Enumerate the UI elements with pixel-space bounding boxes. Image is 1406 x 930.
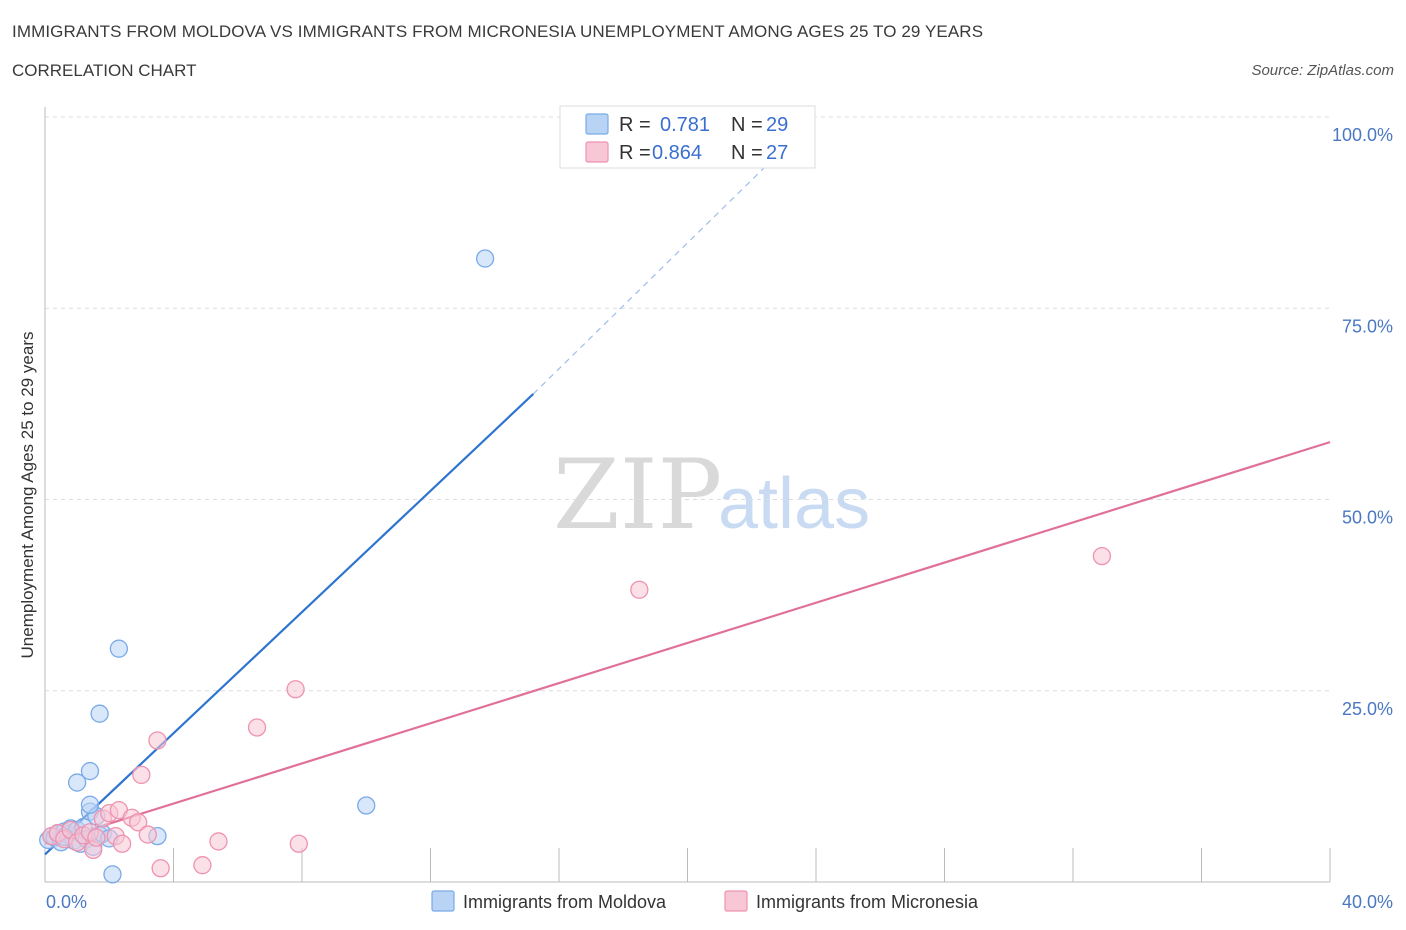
data-point-micronesia (1092, 546, 1112, 566)
data-point-moldova (67, 773, 87, 792)
watermark-atlas: atlas (718, 464, 870, 544)
data-point-moldova (90, 704, 109, 723)
correlation-legend: R = 0.781 N = 29 R = 0.864 N = 27 (559, 105, 816, 169)
y-tick-labels: 100.0% 75.0% 50.0% 25.0% (1332, 125, 1393, 719)
series-legend-swatch-micronesia (724, 890, 748, 912)
gridlines (45, 116, 1330, 692)
series-legend-label-moldova: Immigrants from Moldova (463, 892, 667, 912)
data-point-micronesia (129, 813, 148, 832)
series-legend-label-micronesia: Immigrants from Micronesia (756, 892, 979, 912)
legend-n-label-micronesia: N = (731, 142, 763, 164)
axes (44, 107, 1331, 883)
data-point-micronesia (138, 825, 157, 844)
legend-swatch-micronesia (585, 141, 609, 163)
data-point-moldova (475, 249, 495, 268)
data-point-micronesia (247, 718, 267, 737)
y-tick-label: 75.0% (1342, 316, 1393, 336)
data-points (39, 249, 1112, 884)
legend-r-label-micronesia: R = (619, 142, 651, 164)
x-tick-label: 0.0% (46, 892, 87, 912)
data-point-micronesia (132, 765, 151, 785)
y-tick-label: 50.0% (1342, 508, 1393, 528)
data-point-micronesia (630, 580, 649, 599)
series-legend-swatch-moldova (431, 890, 455, 912)
data-point-micronesia (148, 731, 167, 750)
trend-line-1 (44, 441, 1331, 845)
series-legend: Immigrants from Moldova Immigrants from … (431, 890, 979, 912)
data-point-moldova (103, 865, 122, 884)
legend-r-value-moldova: 0.781 (660, 114, 710, 136)
y-tick-label: 100.0% (1332, 125, 1393, 145)
data-point-moldova (357, 796, 376, 815)
watermark-zip: ZIP (553, 439, 722, 551)
x-tick-labels: 0.0% 40.0% (46, 892, 1393, 912)
trend-line-0 (44, 393, 535, 856)
data-point-moldova (80, 795, 100, 814)
legend-n-label-moldova: N = (731, 114, 763, 136)
source-credit: Source: ZipAtlas.com (1251, 62, 1394, 79)
y-tick-label: 25.0% (1342, 699, 1393, 719)
data-point-micronesia (209, 832, 228, 851)
data-point-moldova (80, 761, 100, 781)
data-point-micronesia (151, 859, 170, 878)
chart-subtitle: CORRELATION CHART (12, 61, 197, 80)
data-point-micronesia (193, 856, 212, 875)
legend-r-label-moldova: R = (619, 114, 651, 136)
x-tick-label: 40.0% (1342, 892, 1393, 912)
legend-r-value-micronesia: 0.864 (652, 142, 702, 164)
watermark: ZIP atlas (553, 439, 870, 551)
legend-n-value-micronesia: 27 (766, 142, 788, 164)
data-point-micronesia (87, 828, 106, 847)
data-point-micronesia (112, 834, 132, 853)
data-point-micronesia (289, 834, 308, 853)
data-point-moldova (109, 639, 129, 658)
legend-n-value-moldova: 29 (766, 114, 788, 136)
y-axis-label: Unemployment Among Ages 25 to 29 years (18, 332, 37, 659)
chart-title: IMMIGRANTS FROM MOLDOVA VS IMMIGRANTS FR… (12, 22, 984, 41)
data-point-micronesia (286, 680, 305, 699)
trend-lines (44, 116, 1331, 856)
legend-swatch-moldova (585, 113, 609, 135)
